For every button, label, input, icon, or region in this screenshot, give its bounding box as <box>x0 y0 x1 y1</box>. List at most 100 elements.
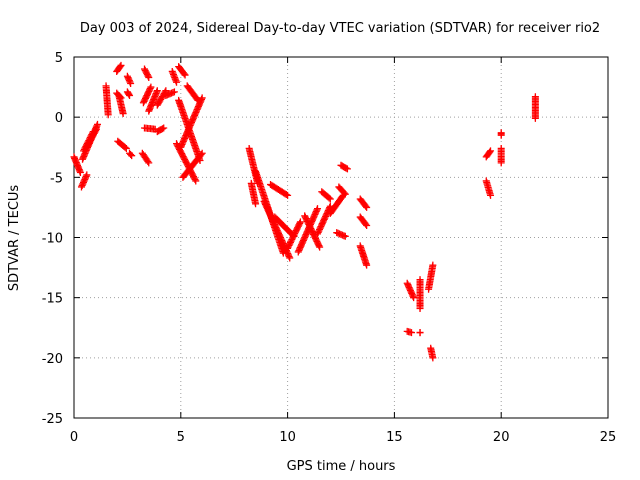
series-arc-05 <box>83 125 100 151</box>
series-arc-44 <box>356 195 371 211</box>
series-arc-33 <box>267 181 292 199</box>
series-arc-10 <box>115 92 127 118</box>
series-arc-25 <box>177 94 206 151</box>
data-point <box>125 90 133 98</box>
data-point <box>362 220 370 228</box>
data-point <box>285 253 293 261</box>
data-point <box>77 183 85 191</box>
data-point <box>198 94 206 102</box>
x-tick-label: 0 <box>70 430 78 445</box>
data-point <box>127 79 135 87</box>
data-point <box>78 181 86 189</box>
data-point <box>146 85 154 93</box>
data-point <box>158 125 166 133</box>
data-point <box>487 191 495 199</box>
x-tick-label: 25 <box>600 430 617 445</box>
series-arc-51 <box>425 261 437 293</box>
series-arc-06 <box>102 82 112 119</box>
data-point <box>282 191 290 199</box>
series-arc-55 <box>497 129 505 139</box>
y-tick-label: -20 <box>42 352 63 367</box>
data-point <box>194 96 202 104</box>
series-arc-54 <box>482 177 495 199</box>
series-arc-14 <box>138 149 153 167</box>
series-arc-48 <box>403 327 415 337</box>
data-point <box>326 195 334 203</box>
series-arc-13 <box>126 149 136 160</box>
data-point <box>117 61 125 69</box>
data-point <box>144 72 152 80</box>
series-arc-20 <box>153 124 168 136</box>
data-point <box>122 144 130 152</box>
data-point <box>92 125 100 133</box>
y-tick-label: 5 <box>55 51 63 66</box>
data-point <box>429 261 437 269</box>
data-point <box>314 205 322 213</box>
data-point <box>407 329 415 337</box>
series-arc-36 <box>294 205 322 256</box>
data-point <box>173 78 181 86</box>
series-arc-17 <box>140 124 159 133</box>
series-arc-07 <box>113 61 125 75</box>
series-arc-47 <box>403 279 418 302</box>
data-point <box>315 242 323 250</box>
data-point <box>76 169 84 177</box>
data-points <box>70 61 539 362</box>
data-point <box>362 202 370 210</box>
data-point <box>343 165 351 173</box>
data-point <box>416 304 424 312</box>
series-arc-39 <box>318 188 334 203</box>
series-arc-43 <box>333 229 349 240</box>
data-point <box>79 180 87 188</box>
data-point <box>363 203 371 211</box>
x-tick-label: 5 <box>177 430 185 445</box>
data-point <box>341 232 349 240</box>
data-point <box>193 95 201 103</box>
x-axis-label: GPS time / hours <box>287 459 396 474</box>
data-point <box>144 158 152 166</box>
data-point <box>363 261 371 269</box>
data-point <box>416 329 424 337</box>
data-point <box>497 131 505 139</box>
series-arc-21 <box>162 88 178 100</box>
data-point <box>429 354 437 362</box>
data-point <box>145 73 153 81</box>
data-point <box>145 159 153 167</box>
data-point <box>153 87 161 95</box>
series-arc-11 <box>123 72 135 87</box>
data-point <box>126 92 134 100</box>
data-point <box>147 83 155 91</box>
y-tick-label: 0 <box>55 111 63 126</box>
data-point <box>296 218 304 226</box>
series-arc-50 <box>416 329 424 337</box>
series-arc-16 <box>139 83 155 107</box>
series-arc-01 <box>70 153 84 177</box>
data-point <box>497 159 505 167</box>
data-point <box>80 177 88 185</box>
data-point <box>192 177 200 185</box>
data-point <box>341 190 349 198</box>
data-point <box>316 243 324 251</box>
data-point <box>531 114 539 122</box>
data-point <box>342 164 350 172</box>
data-point <box>363 221 371 229</box>
series-arc-37 <box>301 212 324 251</box>
series-arc-09 <box>114 137 130 152</box>
y-tick-label: -5 <box>50 171 63 186</box>
grid-lines <box>74 57 608 418</box>
series-arc-45 <box>356 213 371 229</box>
series-arc-52 <box>427 344 437 362</box>
series-arc-53 <box>482 147 495 161</box>
series-arc-30 <box>247 179 260 208</box>
data-point <box>284 191 292 199</box>
data-point <box>170 88 178 96</box>
series-arc-12 <box>123 88 134 100</box>
chart-title: Day 003 of 2024, Sidereal Day-to-day VTE… <box>80 21 600 36</box>
data-point <box>119 110 127 118</box>
data-point <box>93 120 101 128</box>
data-point <box>340 189 348 197</box>
data-point <box>79 178 87 186</box>
y-tick-label: -15 <box>42 292 63 307</box>
series-arc-57 <box>531 93 539 122</box>
